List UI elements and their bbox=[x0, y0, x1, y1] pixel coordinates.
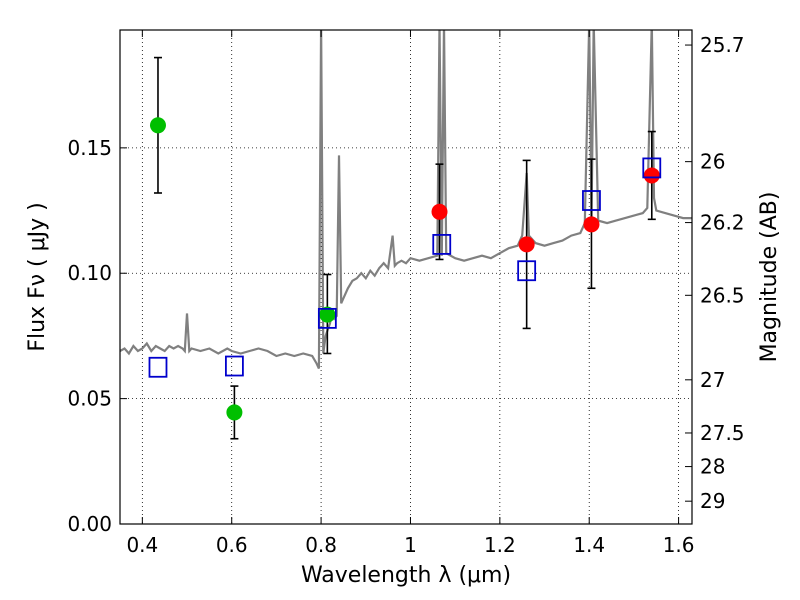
data-markers bbox=[148, 56, 662, 440]
data-point-square bbox=[317, 307, 337, 329]
y-axis-ticks: 0.00 0.05 0.10 0.15 bbox=[67, 136, 127, 536]
y2-tick-label: 27.5 bbox=[700, 421, 745, 445]
y-tick-label: 0.15 bbox=[67, 136, 112, 160]
x-tick-label: 0.6 bbox=[216, 533, 248, 557]
data-point-square bbox=[517, 260, 537, 282]
data-point-circle bbox=[431, 203, 448, 220]
data-point-circle bbox=[319, 306, 336, 323]
y2-tick-label: 25.7 bbox=[700, 33, 745, 57]
x-tick-label: 1.2 bbox=[484, 533, 516, 557]
y-tick-label: 0.10 bbox=[67, 261, 112, 285]
y2-tick-label: 26.2 bbox=[700, 211, 745, 235]
y2-axis-label: Magnitude (AB) bbox=[757, 192, 782, 363]
plot-frame bbox=[119, 29, 693, 525]
data-point-circle bbox=[583, 216, 600, 233]
y-tick-label: 0.00 bbox=[67, 512, 112, 536]
x-tick-label: 1.6 bbox=[663, 533, 695, 557]
y-tick-label: 0.05 bbox=[67, 387, 112, 411]
data-point-circle bbox=[149, 117, 166, 134]
data-point-square bbox=[432, 234, 452, 255]
y2-tick-label: 27 bbox=[700, 368, 725, 392]
x-axis-ticks: 0.4 0.6 0.8 1 1.2 1.4 1.6 bbox=[126, 30, 695, 557]
data-point-circle bbox=[643, 167, 660, 184]
model-spectrum bbox=[120, 30, 692, 369]
data-point-square bbox=[642, 157, 662, 179]
y2-tick-label: 29 bbox=[700, 489, 725, 513]
data-point-square bbox=[148, 356, 168, 378]
data-point-circle bbox=[226, 404, 243, 421]
grid-lines bbox=[120, 30, 692, 525]
spectrum-line bbox=[120, 30, 692, 369]
y2-axis-ticks: 25.7 26 26.2 26.5 27 27.5 28 29 bbox=[685, 33, 745, 513]
x-tick-label: 0.8 bbox=[305, 533, 337, 557]
y2-tick-label: 26.5 bbox=[700, 283, 745, 307]
x-axis-label: Wavelength λ (μm) bbox=[301, 563, 511, 588]
x-tick-label: 1 bbox=[404, 533, 417, 557]
data-point-circle bbox=[518, 236, 535, 253]
data-point-square bbox=[224, 355, 244, 377]
data-point-square bbox=[582, 190, 601, 211]
x-tick-label: 0.4 bbox=[126, 533, 158, 557]
x-tick-label: 1.4 bbox=[573, 533, 605, 557]
y-axis-label: Flux Fν ( μJy ) bbox=[25, 202, 50, 351]
y2-tick-label: 28 bbox=[700, 455, 725, 479]
y2-tick-label: 26 bbox=[700, 150, 725, 174]
